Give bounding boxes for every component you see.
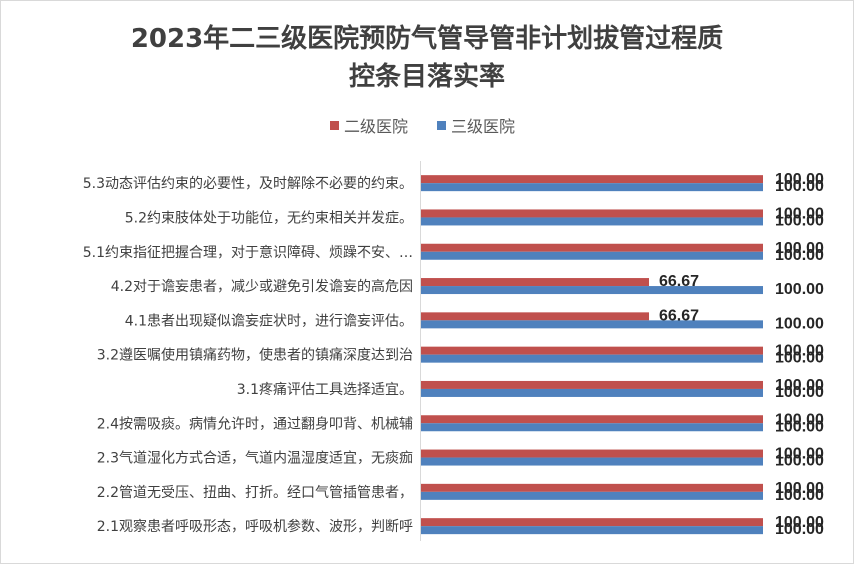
data-label: 100.00	[775, 446, 824, 463]
bar-secondary-hospital	[421, 175, 763, 184]
bar-tertiary-hospital	[421, 423, 763, 432]
data-label: 100.00	[775, 171, 824, 188]
data-label: 100.00	[775, 240, 824, 257]
category-label: 3.1疼痛评估工具选择适宜。	[237, 381, 413, 398]
bar-tertiary-hospital	[421, 457, 763, 466]
data-label: 100.00	[775, 247, 824, 264]
category-labels: 5.3动态评估约束的必要性，及时解除不必要的约束。 5.2约束肢体处于功能位，无约…	[83, 176, 413, 535]
data-label: 66.67	[659, 307, 699, 324]
category-label: 5.2约束肢体处于功能位，无约束相关并发症。	[125, 210, 413, 226]
category-label: 2.3气道湿化方式合适，气道内温湿度适宜，无痰痂	[97, 451, 413, 467]
data-label: 100.00	[775, 521, 824, 538]
category-label: 4.1患者出现疑似谵妄症状时，进行谵妄评估。	[125, 313, 413, 329]
bar-marks	[421, 175, 763, 535]
bar-secondary-hospital	[421, 209, 763, 218]
bar-secondary-hospital	[421, 518, 763, 527]
bar-tertiary-hospital	[421, 354, 763, 363]
data-label: 100.00	[775, 315, 824, 332]
data-label: 100.00	[775, 384, 824, 401]
data-label: 100.00	[775, 212, 824, 229]
data-label: 100.00	[775, 205, 824, 222]
bar-secondary-hospital	[421, 483, 763, 492]
data-label: 100.00	[775, 487, 824, 504]
value-labels: 100.00100.00100.00100.00100.00100.0066.6…	[659, 171, 824, 538]
data-label: 100.00	[775, 343, 824, 360]
bar-tertiary-hospital	[421, 388, 763, 397]
bar-secondary-hospital	[421, 312, 650, 321]
bar-secondary-hospital	[421, 346, 763, 355]
bar-tertiary-hospital	[421, 320, 763, 329]
category-label: 5.3动态评估约束的必要性，及时解除不必要的约束。	[83, 176, 413, 192]
category-label: 3.2遵医嘱使用镇痛药物，使患者的镇痛深度达到治	[97, 347, 413, 364]
category-label: 2.1观察患者呼吸形态，呼吸机参数、波形，判断呼	[97, 518, 413, 535]
bar-tertiary-hospital	[421, 491, 763, 500]
data-label: 66.67	[659, 273, 699, 290]
data-label: 100.00	[775, 514, 824, 531]
bar-tertiary-hospital	[421, 251, 763, 260]
bar-secondary-hospital	[421, 415, 763, 424]
bar-tertiary-hospital	[421, 217, 763, 226]
legend-label-series-2: 三级医院	[451, 117, 515, 136]
data-label: 100.00	[775, 453, 824, 470]
data-label: 100.00	[775, 480, 824, 497]
data-label: 100.00	[775, 350, 824, 367]
category-label: 4.2对于谵妄患者，减少或避免引发谵妄的高危因	[111, 278, 413, 295]
data-label: 100.00	[775, 411, 824, 428]
legend-swatch-series-2	[437, 121, 446, 130]
data-label: 100.00	[775, 281, 824, 298]
category-label: 2.2管道无受压、扭曲、打折。经口气管插管患者，	[97, 484, 413, 501]
category-label: 2.4按需吸痰。病情允许时，通过翻身叩背、机械辅	[97, 416, 413, 432]
legend-label-series-1: 二级医院	[344, 117, 408, 136]
bar-secondary-hospital	[421, 380, 763, 389]
chart-title-line-2: 控条目落实率	[349, 61, 505, 92]
bar-tertiary-hospital	[421, 183, 763, 192]
bar-secondary-hospital	[421, 243, 763, 252]
legend-swatch-series-1	[330, 121, 339, 130]
bar-tertiary-hospital	[421, 286, 763, 295]
bar-secondary-hospital	[421, 278, 650, 287]
data-label: 100.00	[775, 418, 824, 435]
category-label: 5.1约束指征把握合理，对于意识障碍、烦躁不安、…	[83, 244, 413, 261]
chart-title-line-1: 2023年二三级医院预防气管导管非计划拔管过程质	[131, 23, 723, 54]
data-label: 100.00	[775, 178, 824, 195]
bar-tertiary-hospital	[421, 526, 763, 535]
data-label: 100.00	[775, 377, 824, 394]
bar-secondary-hospital	[421, 449, 763, 458]
